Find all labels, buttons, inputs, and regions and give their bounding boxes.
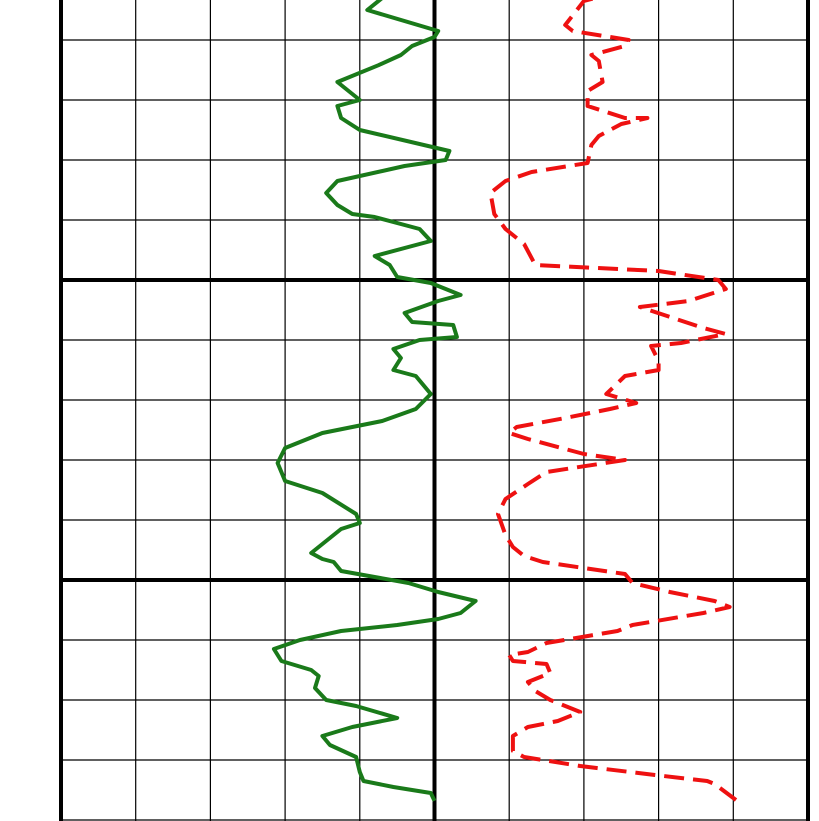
- series-line-solid: [271, 0, 478, 802]
- grid-major-lines: [59, 0, 810, 821]
- series-line-dashed: [488, 0, 739, 803]
- series-layer: [271, 0, 739, 803]
